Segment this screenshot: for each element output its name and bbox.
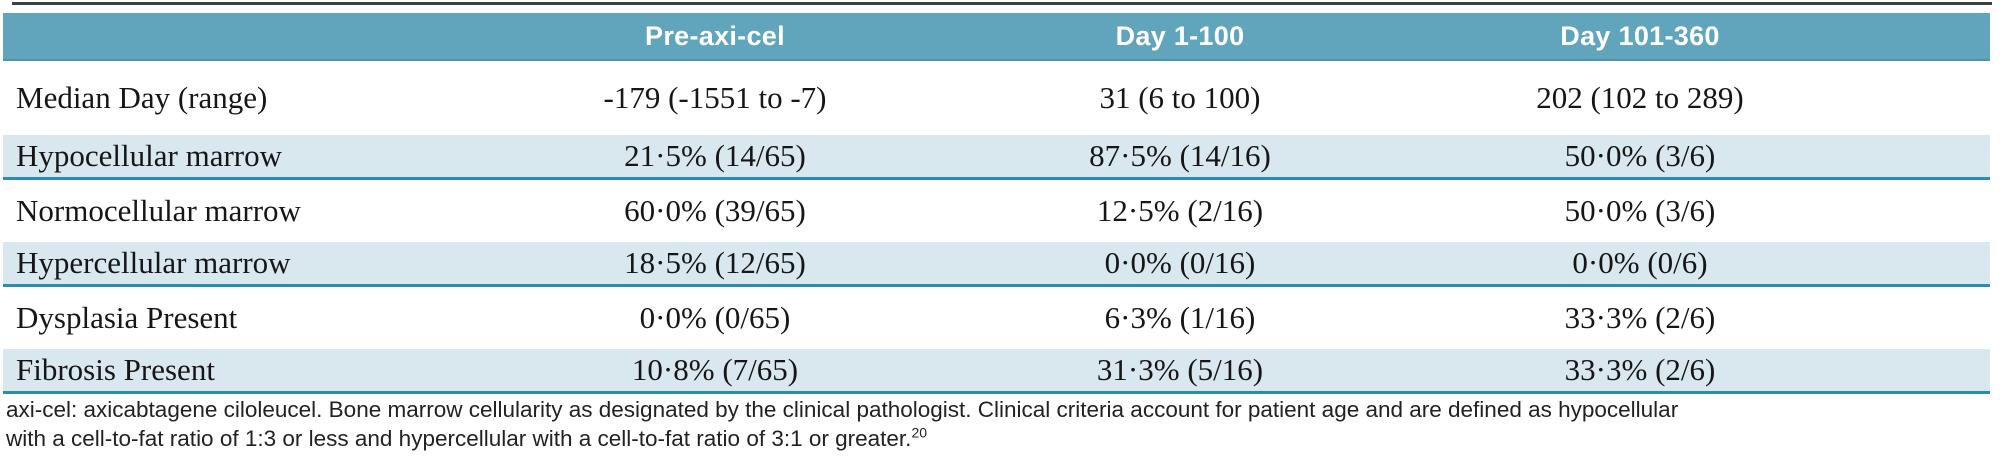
cell-spacer [1880,242,1990,287]
reference-superscript: 20 [911,424,928,441]
row-label: Dysplasia Present [16,299,238,335]
table-row: Fibrosis Present 10·8% (7/65) 31·3% (5/1… [3,349,1990,394]
cell-value: 10·8% (7/65) [470,349,960,394]
row-label: Median Day (range) [16,80,268,115]
cell-value: 87·5% (14/16) [960,135,1400,180]
column-header-spacer [1880,13,1990,61]
top-rule [12,2,1992,5]
cell-value: 50·0% (3/6) [1400,135,1880,180]
cell-value: 33·3% (2/6) [1400,349,1880,394]
row-label: Hypercellular marrow [3,242,470,287]
table-row: Median Day (range) -179 (-1551 to -7) 31… [3,60,1990,135]
footnote-line-2-text: with a cell-to-fat ratio of 1:3 or less … [6,426,912,451]
cell-value: 0·0% (0/65) [639,299,791,335]
cell-value: 33·3% (2/6) [1564,299,1716,335]
footnote-line-2: with a cell-to-fat ratio of 1:3 or less … [6,424,1992,453]
cell-value: 6·3% (1/16) [1104,299,1256,335]
column-header-day-101-360: Day 101-360 [1400,13,1880,61]
row-label: Hypocellular marrow [3,135,470,180]
cell-value: 12·5% (2/16) [1096,192,1264,228]
column-header-label [3,13,470,61]
bone-marrow-results-table: Pre-axi-cel Day 1-100 Day 101-360 Median… [3,13,1990,394]
cell-value: 21·5% (14/65) [470,135,960,180]
column-header-day-1-100: Day 1-100 [960,13,1400,61]
table-row: Hypocellular marrow 21·5% (14/65) 87·5% … [3,135,1990,180]
cell-spacer [1880,135,1990,180]
cell-spacer [1880,285,1990,349]
cell-value: 202 (102 to 289) [1536,80,1744,115]
table-header-row: Pre-axi-cel Day 1-100 Day 101-360 [3,13,1990,61]
cell-value: 50·0% (3/6) [1564,192,1716,228]
cell-spacer [1880,349,1990,394]
row-label: Fibrosis Present [3,349,470,394]
cell-value: 18·5% (12/65) [470,242,960,287]
cell-value: 31·3% (5/16) [960,349,1400,394]
table-row: Dysplasia Present 0·0% (0/65) 6·3% (1/16… [3,285,1990,349]
column-header-pre-axi-cel: Pre-axi-cel [470,13,960,61]
footnote-line-1: axi-cel: axicabtagene ciloleucel. Bone m… [6,397,1679,422]
table-footnote: axi-cel: axicabtagene ciloleucel. Bone m… [6,395,1992,453]
cell-value: 60·0% (39/65) [624,192,806,228]
table-row: Hypercellular marrow 18·5% (12/65) 0·0% … [3,242,1990,287]
cell-value: 0·0% (0/16) [960,242,1400,287]
cell-spacer [1880,178,1990,242]
table-row: Normocellular marrow 60·0% (39/65) 12·5%… [3,178,1990,242]
row-label: Normocellular marrow [16,192,301,228]
cell-value: 0·0% (0/6) [1400,242,1880,287]
cell-spacer [1880,60,1990,135]
cell-value: 31 (6 to 100) [1099,80,1261,115]
cell-value: -179 (-1551 to -7) [603,80,827,115]
